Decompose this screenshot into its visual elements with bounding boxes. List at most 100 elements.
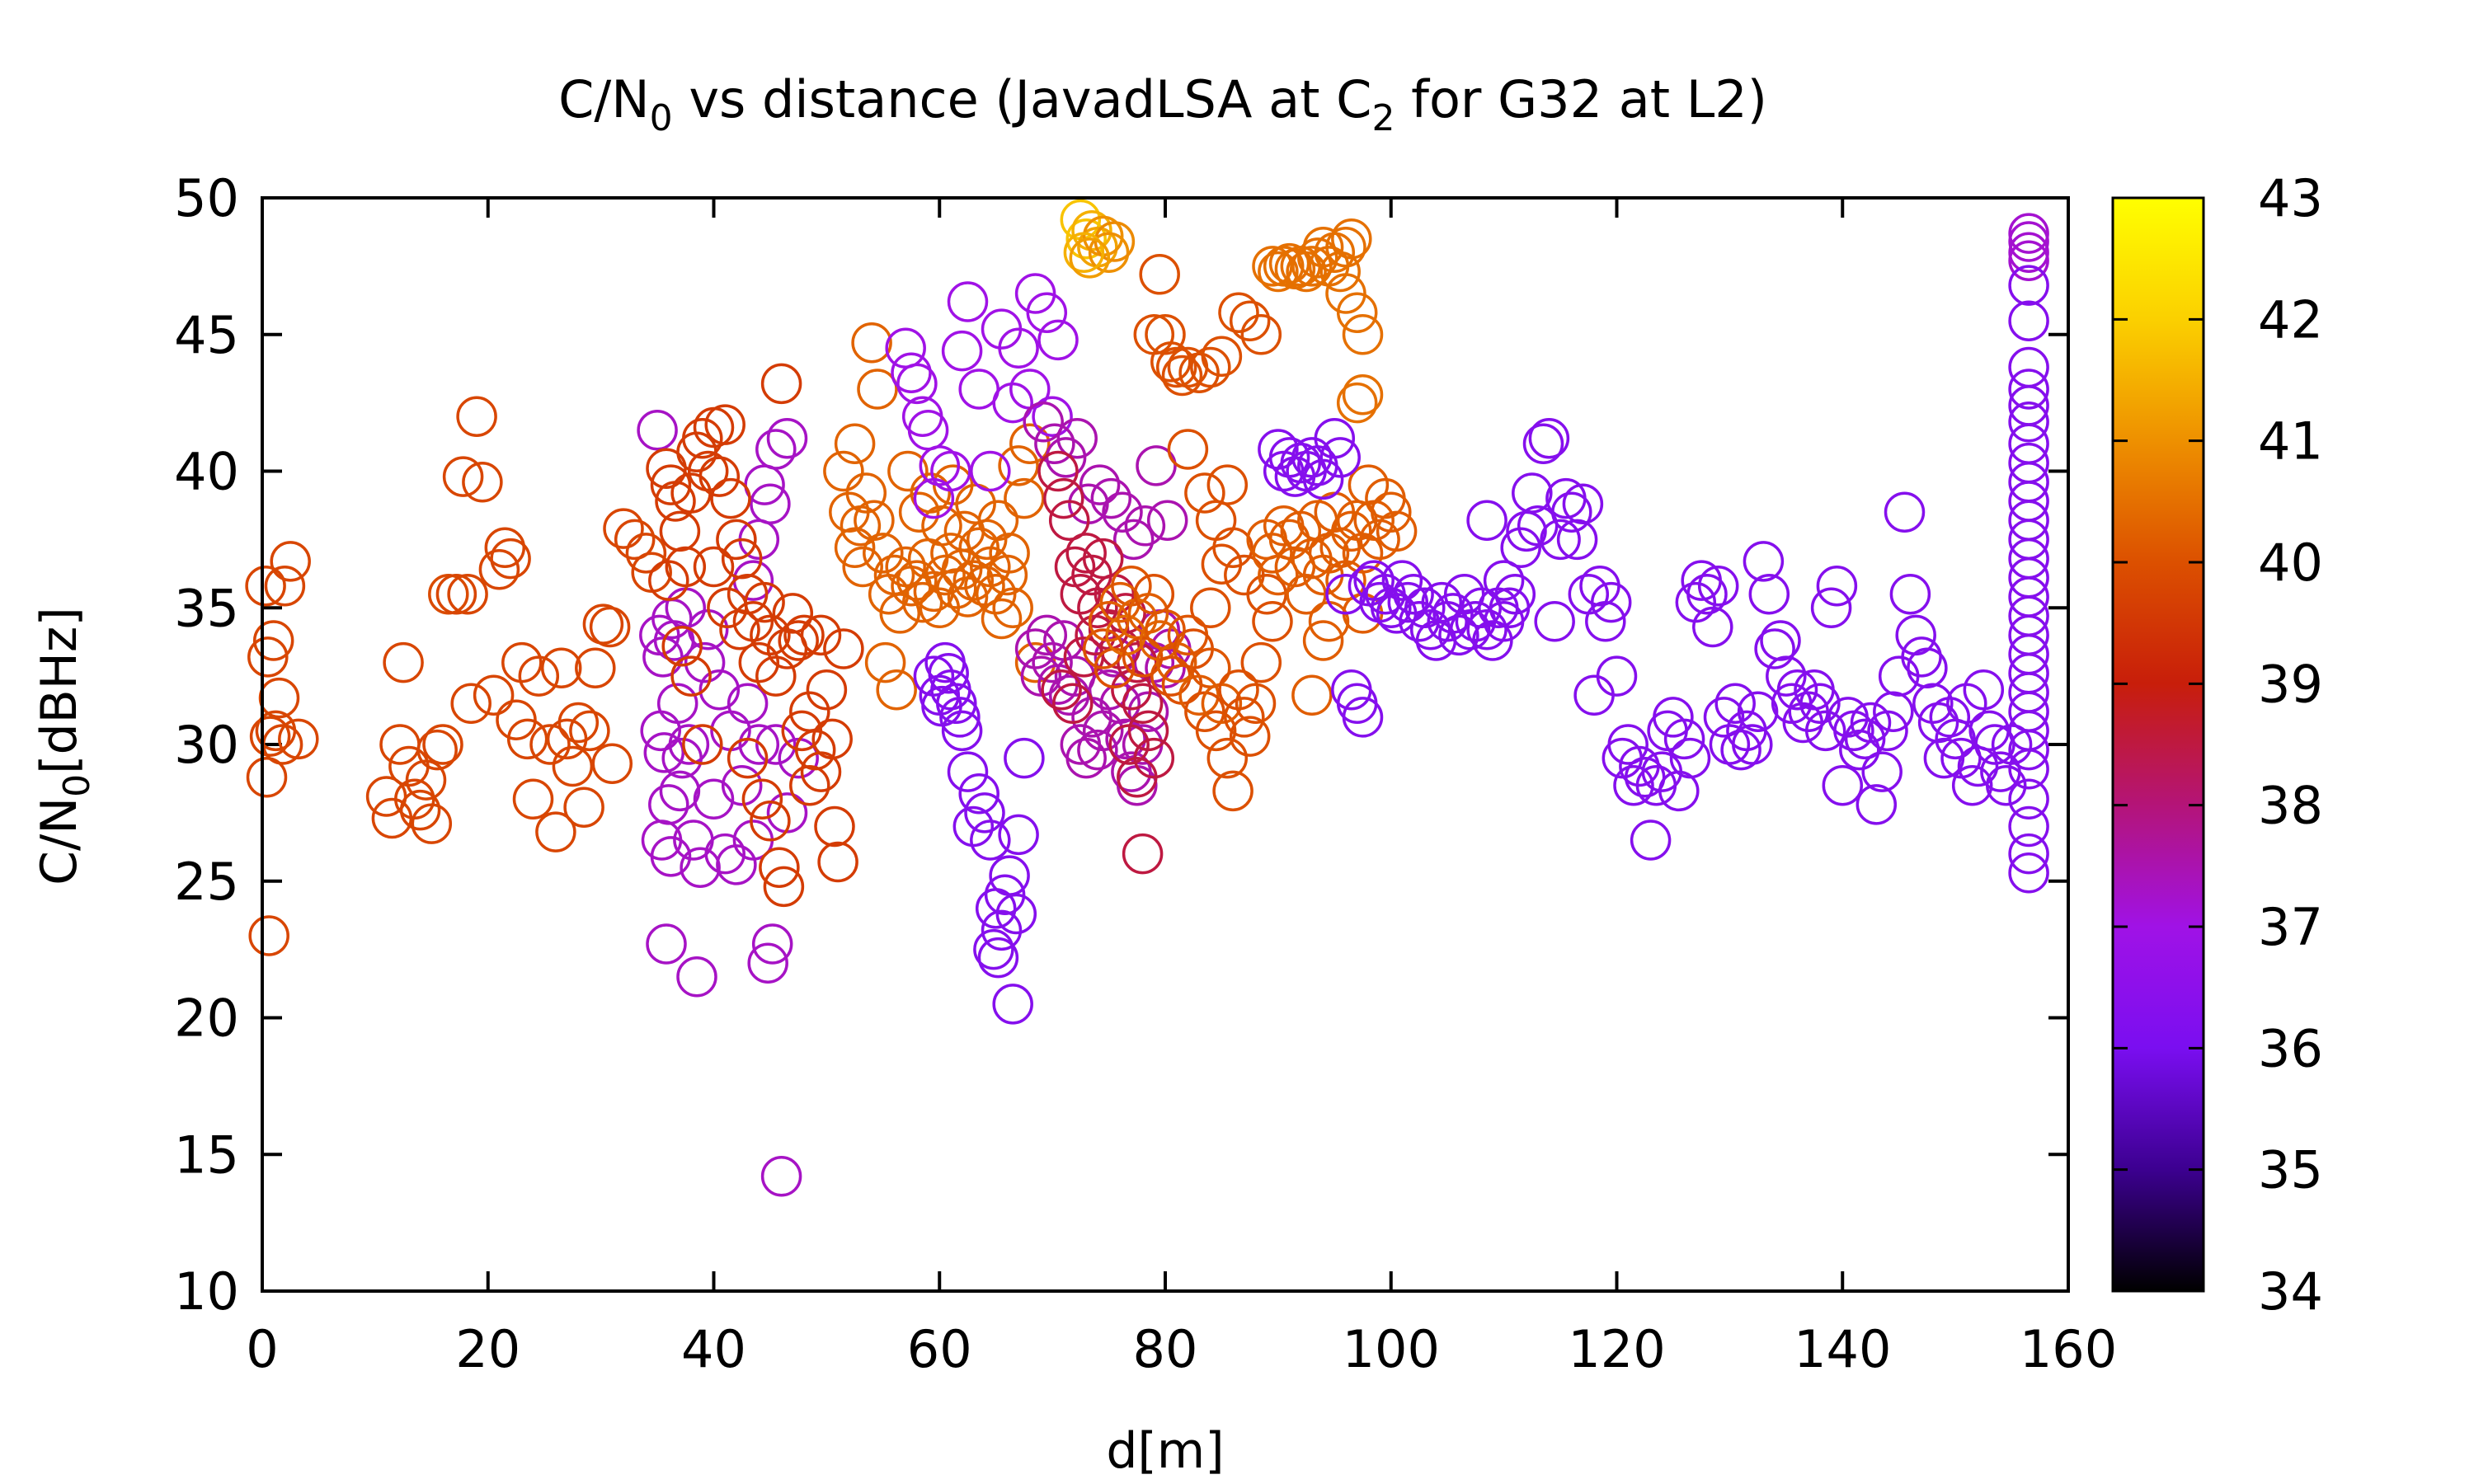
data-point: [252, 620, 294, 661]
data-point: [876, 669, 917, 711]
data-point: [506, 718, 548, 760]
data-point: [1393, 573, 1434, 615]
data-point: [1065, 737, 1107, 779]
data-point: [901, 396, 943, 437]
data-point: [456, 396, 497, 437]
data-point: [698, 669, 741, 711]
data-point: [1082, 628, 1124, 669]
colorbar-tick-label: 43: [2258, 168, 2323, 228]
data-point: [379, 724, 421, 765]
data-point: [992, 587, 1033, 629]
data-point: [2008, 402, 2049, 443]
data-point: [1613, 764, 1654, 806]
data-point: [1844, 718, 1886, 760]
data-point: [1653, 697, 1694, 738]
data-point: [2008, 729, 2049, 771]
data-point: [1124, 505, 1166, 547]
data-point: [1065, 533, 1107, 574]
data-point: [255, 710, 297, 752]
data-point: [428, 573, 469, 615]
data-point: [557, 702, 600, 744]
data-point: [1291, 246, 1333, 287]
data-point: [648, 560, 689, 601]
data-point: [1229, 716, 1271, 757]
data-point: [1907, 647, 1948, 688]
data-point: [1607, 724, 1649, 765]
data-point: [1748, 573, 1790, 615]
data-point: [1754, 628, 1795, 669]
data-point: [1139, 254, 1180, 295]
data-point: [2008, 833, 2049, 875]
data-point: [727, 737, 769, 779]
data-point: [1077, 729, 1118, 771]
data-point: [496, 699, 537, 740]
data-point: [854, 500, 895, 541]
data-point: [1342, 697, 1384, 738]
data-point: [707, 587, 748, 629]
data-point: [484, 527, 526, 569]
data-point: [1252, 601, 1293, 642]
data-point: [676, 956, 717, 998]
data-point: [668, 724, 710, 765]
data-point: [1562, 483, 1604, 525]
data-point: [270, 541, 311, 582]
data-point: [1155, 346, 1197, 388]
data-point: [998, 327, 1039, 369]
data-point: [2008, 385, 2049, 426]
data-point: [1122, 683, 1164, 725]
data-point: [589, 606, 631, 648]
data-point: [966, 519, 1008, 561]
x-tick-label: 120: [1568, 1319, 1665, 1379]
data-point: [1302, 620, 1344, 661]
data-point: [998, 445, 1039, 486]
data-point: [625, 533, 667, 574]
y-tick-label: 30: [174, 715, 239, 775]
data-point: [1901, 636, 1942, 678]
data-point: [1861, 751, 1903, 792]
colorbar-tick-label: 41: [2258, 411, 2323, 472]
data-point: [750, 801, 791, 842]
data-point: [1178, 674, 1220, 716]
colorbar-tick-label: 35: [2258, 1140, 2323, 1200]
colorbar-tick-label: 42: [2258, 289, 2323, 350]
data-point: [721, 764, 763, 806]
data-point: [970, 819, 1011, 861]
data-point: [921, 505, 962, 547]
data-point: [817, 841, 858, 883]
x-tick-label: 0: [246, 1319, 278, 1379]
data-point: [416, 729, 458, 771]
data-point: [814, 805, 855, 848]
data-point: [1258, 429, 1299, 470]
data-point: [535, 811, 576, 852]
data-point: [763, 866, 805, 908]
data-point: [1371, 587, 1412, 629]
data-point: [665, 587, 707, 629]
data-point: [1743, 541, 1785, 582]
y-tick-label: 25: [174, 852, 239, 912]
data-point: [986, 554, 1028, 596]
data-point: [947, 281, 989, 322]
data-point: [648, 784, 689, 825]
data-point: [473, 674, 515, 716]
data-point: [928, 653, 969, 694]
data-point: [964, 792, 1005, 834]
y-tick-label: 45: [174, 305, 239, 365]
data-point: [569, 710, 610, 752]
data-point: [924, 554, 966, 596]
data-point: [247, 636, 289, 678]
data-point: [582, 603, 624, 645]
data-point: [1585, 601, 1626, 642]
data-point: [1150, 341, 1192, 383]
data-point: [490, 538, 531, 580]
data-point: [2008, 213, 2049, 254]
data-point: [2008, 240, 2049, 281]
data-point: [1117, 757, 1158, 798]
data-point: [1929, 697, 1971, 738]
data-point: [637, 410, 678, 451]
data-point: [1856, 784, 1898, 825]
data-point: [1026, 292, 1068, 333]
data-point: [1235, 683, 1277, 725]
data-point: [643, 732, 685, 773]
data-point: [450, 683, 492, 725]
